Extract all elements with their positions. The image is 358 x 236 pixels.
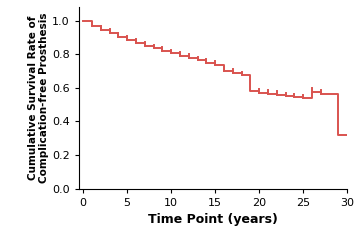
X-axis label: Time Point (years): Time Point (years) — [148, 213, 278, 226]
Y-axis label: Cumulative Survival Rate of
Complication-free Prosthesis: Cumulative Survival Rate of Complication… — [28, 13, 49, 183]
